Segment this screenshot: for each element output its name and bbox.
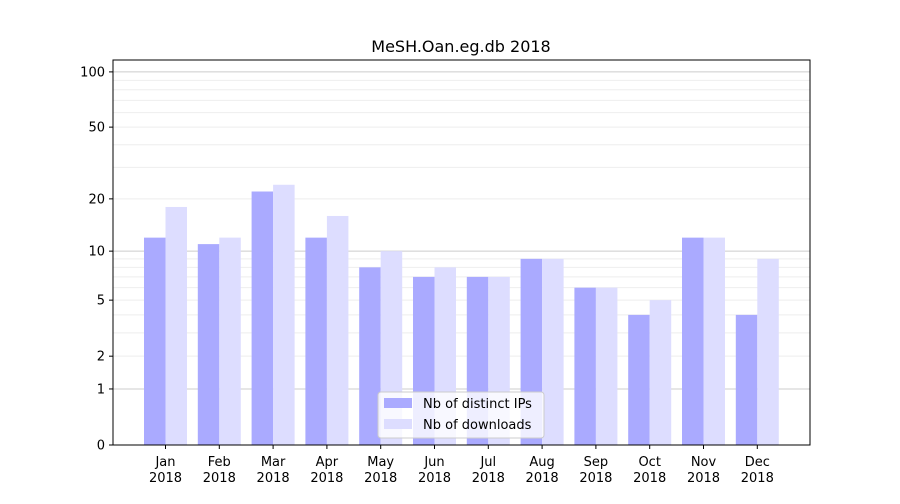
bar-distinct-ips — [735, 314, 758, 445]
x-tick-label: Jan 2018 — [149, 455, 182, 486]
bar-downloads — [703, 237, 725, 445]
x-tick-label: Sep 2018 — [579, 455, 612, 486]
x-tick-label: Dec 2018 — [741, 455, 774, 486]
y-tick-label: 10 — [88, 245, 105, 260]
x-tick-label: Jul 2018 — [472, 455, 505, 486]
x-tick-label: Jun 2018 — [418, 455, 451, 486]
y-tick-label: 5 — [97, 294, 105, 309]
bar-distinct-ips — [197, 244, 220, 445]
legend: Nb of distinct IPs Nb of downloads — [377, 391, 545, 439]
bar-distinct-ips — [305, 237, 327, 445]
bar-downloads — [219, 237, 241, 445]
bar-distinct-ips — [144, 237, 166, 445]
bar-distinct-ips — [682, 237, 704, 445]
y-tick-label: 100 — [80, 65, 105, 80]
legend-label: Nb of downloads — [423, 418, 532, 433]
x-tick-label: May 2018 — [364, 455, 397, 486]
legend-label: Nb of distinct IPs — [423, 397, 532, 412]
bar-downloads — [757, 258, 779, 445]
bar-downloads — [273, 184, 295, 445]
chart-title: MeSH.Oan.eg.db 2018 — [371, 37, 550, 56]
x-tick-label: Nov 2018 — [687, 455, 720, 486]
y-tick-label: 0 — [97, 439, 105, 454]
x-tick-label: Feb 2018 — [203, 455, 236, 486]
bar-distinct-ips — [628, 314, 650, 445]
bar-distinct-ips — [359, 267, 381, 445]
y-tick-label: 50 — [88, 121, 105, 136]
y-tick-label: 20 — [88, 192, 105, 207]
legend-swatch — [384, 419, 412, 429]
y-axis: 0 1 2 5 10 20 50 100 — [80, 65, 113, 454]
bar-downloads — [326, 215, 349, 445]
y-tick-label: 2 — [97, 350, 105, 365]
bar-downloads — [649, 300, 672, 445]
x-tick-label: Oct 2018 — [633, 455, 666, 486]
legend-box — [377, 391, 545, 439]
x-tick-label: Aug 2018 — [526, 455, 559, 486]
bar-downloads — [542, 258, 564, 445]
bar-downloads — [165, 206, 187, 445]
legend-swatch — [384, 398, 412, 408]
plot-frame — [112, 59, 811, 446]
bar-distinct-ips — [574, 287, 596, 445]
bar-downloads — [595, 287, 618, 445]
x-tick-label: Mar 2018 — [257, 455, 290, 486]
bar-distinct-ips — [251, 191, 274, 445]
x-tick-label: Apr 2018 — [310, 455, 343, 486]
y-tick-label: 1 — [97, 382, 105, 397]
x-axis: Jan 2018 Feb 2018 Mar 2018 Apr 2018 May 2018 Jun 20… — [149, 445, 774, 486]
